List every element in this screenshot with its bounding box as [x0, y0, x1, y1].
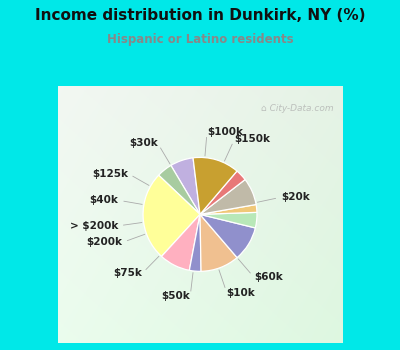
Text: Hispanic or Latino residents: Hispanic or Latino residents [107, 33, 293, 46]
Text: $40k: $40k [90, 195, 118, 205]
Text: $30k: $30k [129, 138, 158, 148]
Wedge shape [200, 212, 257, 228]
Wedge shape [200, 214, 237, 271]
Text: $150k: $150k [234, 134, 270, 144]
Text: $20k: $20k [281, 192, 310, 202]
Text: > $200k: > $200k [70, 221, 118, 231]
Text: $125k: $125k [92, 169, 128, 178]
Text: ⌂ City-Data.com: ⌂ City-Data.com [261, 104, 334, 113]
Wedge shape [159, 166, 200, 214]
Wedge shape [200, 214, 255, 258]
Wedge shape [143, 175, 200, 257]
Wedge shape [171, 158, 200, 214]
Wedge shape [200, 204, 257, 214]
Wedge shape [200, 180, 256, 214]
Wedge shape [162, 214, 200, 270]
Text: $100k: $100k [207, 127, 243, 137]
Text: $75k: $75k [113, 268, 142, 278]
Text: $10k: $10k [227, 288, 256, 298]
Wedge shape [193, 158, 237, 214]
Wedge shape [200, 171, 245, 214]
Text: $60k: $60k [254, 272, 282, 282]
Text: $50k: $50k [161, 292, 190, 301]
Text: Income distribution in Dunkirk, NY (%): Income distribution in Dunkirk, NY (%) [35, 8, 365, 23]
Text: $200k: $200k [86, 237, 122, 247]
Wedge shape [189, 214, 201, 271]
